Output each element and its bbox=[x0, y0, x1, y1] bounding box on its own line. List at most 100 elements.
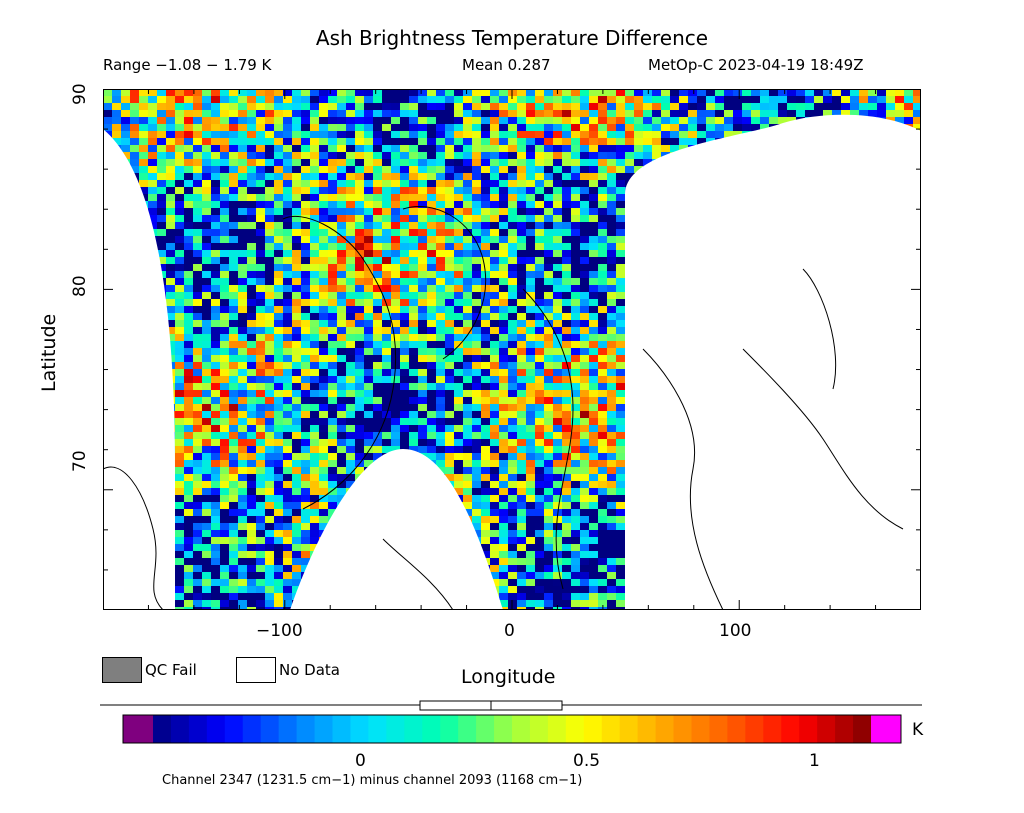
heatmap-cell bbox=[697, 89, 706, 96]
heatmap-cell bbox=[562, 173, 571, 180]
heatmap-cell bbox=[841, 96, 850, 103]
heatmap-cell bbox=[697, 355, 706, 362]
heatmap-cell bbox=[895, 152, 904, 159]
heatmap-cell bbox=[670, 166, 679, 173]
heatmap-cell bbox=[238, 418, 247, 425]
heatmap-cell bbox=[886, 201, 895, 208]
heatmap-cell bbox=[904, 222, 913, 229]
heatmap-cell bbox=[256, 264, 265, 271]
heatmap-cell bbox=[481, 187, 490, 194]
heatmap-cell bbox=[292, 376, 301, 383]
heatmap-cell bbox=[508, 439, 517, 446]
heatmap-cell bbox=[292, 131, 301, 138]
heatmap-cell bbox=[571, 390, 580, 397]
heatmap-cell bbox=[310, 327, 319, 334]
heatmap-cell bbox=[112, 229, 121, 236]
heatmap-cell bbox=[247, 96, 256, 103]
heatmap-cell bbox=[391, 152, 400, 159]
heatmap-cell bbox=[328, 124, 337, 131]
heatmap-cell bbox=[895, 222, 904, 229]
heatmap-cell bbox=[544, 96, 553, 103]
heatmap-cell bbox=[571, 117, 580, 124]
heatmap-cell bbox=[400, 152, 409, 159]
heatmap-cell bbox=[634, 355, 643, 362]
heatmap-cell bbox=[139, 334, 148, 341]
heatmap-cell bbox=[904, 243, 913, 250]
heatmap-cell bbox=[355, 432, 364, 439]
heatmap-cell bbox=[364, 460, 373, 467]
heatmap-cell bbox=[193, 124, 202, 131]
heatmap-cell bbox=[472, 138, 481, 145]
heatmap-cell bbox=[868, 257, 877, 264]
heatmap-cell bbox=[652, 110, 661, 117]
heatmap-cell bbox=[445, 229, 454, 236]
heatmap-cell bbox=[238, 124, 247, 131]
heatmap-cell bbox=[391, 446, 400, 453]
heatmap-cell bbox=[616, 432, 625, 439]
heatmap-cell bbox=[571, 285, 580, 292]
heatmap-cell bbox=[301, 208, 310, 215]
heatmap-cell bbox=[634, 201, 643, 208]
heatmap-cell bbox=[103, 418, 112, 425]
heatmap-cell bbox=[400, 369, 409, 376]
heatmap-cell bbox=[463, 432, 472, 439]
heatmap-cell bbox=[184, 89, 193, 96]
heatmap-cell bbox=[553, 264, 562, 271]
heatmap-cell bbox=[229, 243, 238, 250]
heatmap-cell bbox=[886, 397, 895, 404]
heatmap-cell bbox=[850, 173, 859, 180]
heatmap-cell bbox=[391, 271, 400, 278]
heatmap-cell bbox=[283, 313, 292, 320]
heatmap-cell bbox=[508, 208, 517, 215]
heatmap-cell bbox=[220, 376, 229, 383]
heatmap-cell bbox=[130, 292, 139, 299]
heatmap-cell bbox=[400, 131, 409, 138]
heatmap-cell bbox=[553, 103, 562, 110]
heatmap-cell bbox=[868, 145, 877, 152]
heatmap-cell bbox=[580, 285, 589, 292]
heatmap-cell bbox=[571, 306, 580, 313]
heatmap-cell bbox=[346, 222, 355, 229]
heatmap-cell bbox=[454, 103, 463, 110]
heatmap-cell bbox=[184, 362, 193, 369]
heatmap-cell bbox=[607, 180, 616, 187]
heatmap-cell bbox=[841, 243, 850, 250]
heatmap-cell bbox=[274, 432, 283, 439]
heatmap-cell bbox=[319, 166, 328, 173]
heatmap-cell bbox=[220, 124, 229, 131]
heatmap-cell bbox=[418, 446, 427, 453]
heatmap-cell bbox=[364, 341, 373, 348]
heatmap-cell bbox=[283, 250, 292, 257]
heatmap-cell bbox=[769, 418, 778, 425]
heatmap-cell bbox=[697, 362, 706, 369]
heatmap-cell bbox=[598, 145, 607, 152]
heatmap-cell bbox=[769, 446, 778, 453]
heatmap-cell bbox=[193, 369, 202, 376]
heatmap-cell bbox=[328, 355, 337, 362]
heatmap-cell bbox=[868, 124, 877, 131]
heatmap-cell bbox=[121, 313, 130, 320]
heatmap-cell bbox=[211, 467, 220, 474]
heatmap-cell bbox=[823, 362, 832, 369]
heatmap-cell bbox=[418, 187, 427, 194]
heatmap-cell bbox=[301, 446, 310, 453]
heatmap-cell bbox=[769, 201, 778, 208]
heatmap-cell bbox=[724, 250, 733, 257]
heatmap-cell bbox=[733, 194, 742, 201]
heatmap-cell bbox=[382, 187, 391, 194]
heatmap-cell bbox=[490, 208, 499, 215]
heatmap-cell bbox=[571, 229, 580, 236]
heatmap-cell bbox=[769, 425, 778, 432]
heatmap-cell bbox=[877, 201, 886, 208]
heatmap-cell bbox=[499, 369, 508, 376]
heatmap-cell bbox=[184, 152, 193, 159]
heatmap-cell bbox=[166, 278, 175, 285]
heatmap-cell bbox=[859, 292, 868, 299]
heatmap-cell bbox=[832, 446, 841, 453]
heatmap-cell bbox=[769, 271, 778, 278]
heatmap-cell bbox=[364, 446, 373, 453]
heatmap-cell bbox=[724, 453, 733, 460]
heatmap-cell bbox=[841, 292, 850, 299]
heatmap-cell bbox=[247, 404, 256, 411]
heatmap-cell bbox=[886, 446, 895, 453]
